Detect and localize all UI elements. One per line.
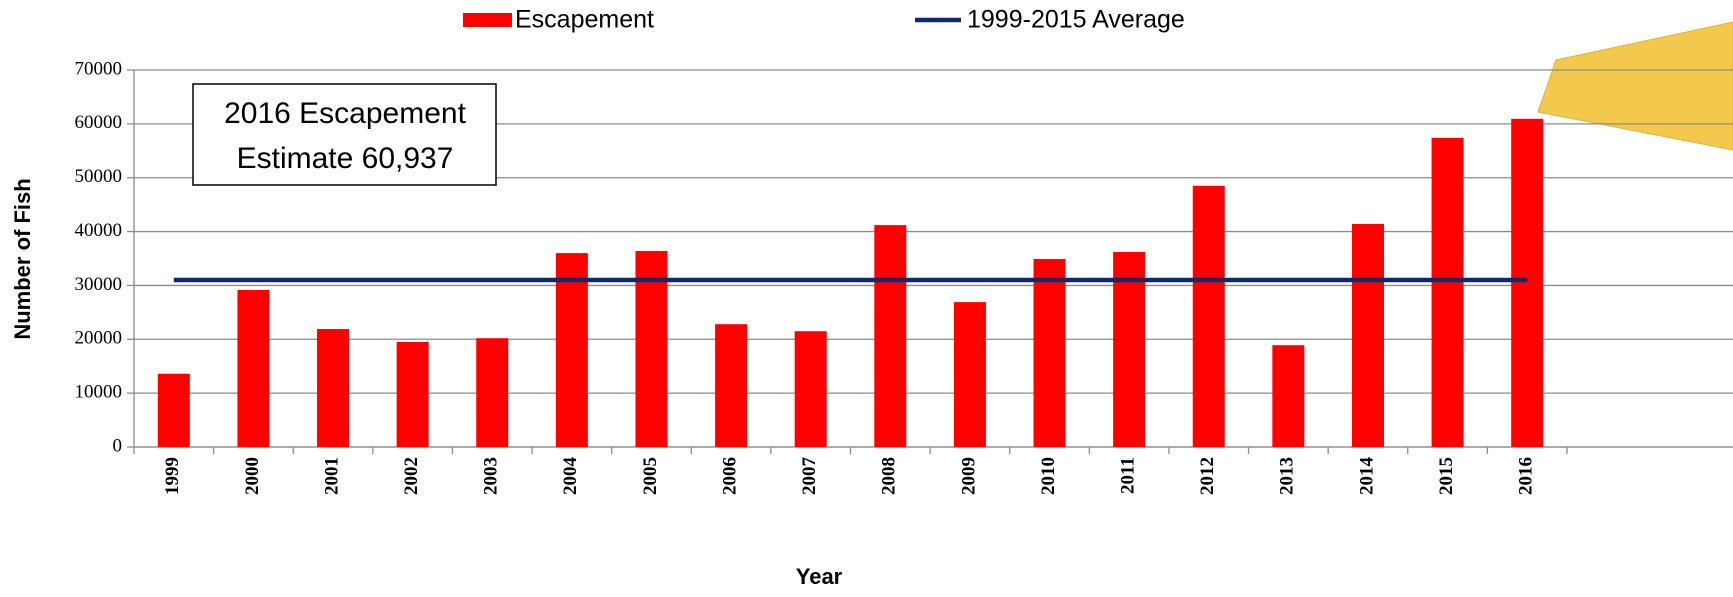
y-tick-label: 50000 (75, 166, 123, 187)
x-tick-label: 2001 (321, 457, 342, 495)
x-tick-label: 2009 (958, 457, 979, 495)
x-tick-label: 2005 (640, 457, 661, 495)
y-tick-label: 20000 (75, 328, 123, 349)
legend-swatch (463, 13, 512, 27)
x-tick-label: 2012 (1197, 457, 1218, 495)
bar (317, 329, 350, 447)
bar (1511, 118, 1544, 447)
bar (476, 338, 509, 447)
bar (953, 302, 986, 447)
x-tick-label: 2002 (401, 457, 422, 495)
x-tick-label: 2010 (1038, 457, 1059, 495)
note-shape (1537, 21, 1733, 151)
y-tick-label: 0 (113, 435, 123, 456)
bar (237, 290, 270, 447)
y-tick-label: 60000 (75, 112, 123, 133)
bar (1192, 185, 1225, 448)
x-tick-label: 2006 (719, 457, 740, 495)
x-axis-title: Year (796, 564, 843, 589)
x-tick-label: 2016 (1516, 457, 1537, 495)
bar (555, 253, 588, 447)
bar (715, 324, 748, 447)
bar (157, 373, 190, 447)
bar (1113, 252, 1146, 447)
y-tick-label: 30000 (75, 274, 123, 295)
bar (396, 341, 429, 447)
annotation-text: 2016 Escapement (224, 97, 466, 130)
x-tick-label: 2014 (1356, 457, 1377, 496)
x-tick-label: 1999 (162, 457, 183, 495)
y-axis-title: Number of Fish (10, 178, 35, 339)
y-tick-label: 40000 (75, 220, 123, 241)
bar (1431, 137, 1464, 448)
bar (874, 225, 907, 447)
x-tick-label: 2011 (1117, 457, 1138, 494)
bar (1351, 224, 1384, 447)
x-tick-label: 2007 (799, 457, 820, 496)
x-tick-label: 2008 (879, 457, 900, 495)
x-tick-label: 2015 (1436, 457, 1457, 495)
annotation-box (192, 83, 497, 186)
y-tick-label: 70000 (75, 58, 123, 79)
bar (635, 250, 668, 447)
x-tick-label: 2013 (1277, 457, 1298, 495)
x-tick-label: 2000 (242, 457, 263, 495)
y-tick-label: 10000 (75, 382, 123, 403)
x-tick-label: 2004 (560, 457, 581, 496)
bar (794, 331, 827, 447)
x-tick-label: 2003 (481, 457, 502, 495)
legend-label: 1999-2015 Average (967, 6, 1185, 34)
bar (1033, 259, 1066, 447)
legend-label: Escapement (515, 6, 654, 34)
annotation-text: Estimate 60,937 (237, 142, 454, 175)
bar (1272, 345, 1305, 447)
